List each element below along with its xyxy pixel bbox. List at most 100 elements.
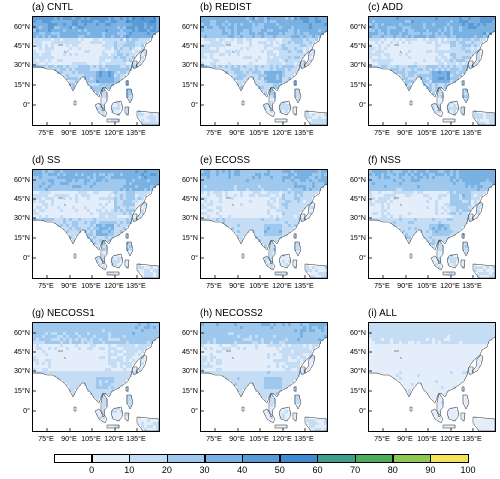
grid-cell	[297, 89, 300, 92]
grid-cell	[258, 32, 261, 35]
grid-cell	[234, 56, 237, 59]
grid-cell	[219, 59, 222, 62]
grid-cell	[237, 77, 240, 80]
grid-cell	[114, 62, 117, 65]
grid-cell	[255, 197, 258, 200]
grid-cell	[402, 74, 405, 77]
grid-cell	[411, 56, 414, 59]
grid-cell	[426, 68, 429, 71]
grid-cell	[219, 50, 222, 53]
grid-cell	[249, 56, 252, 59]
grid-cell	[66, 68, 69, 71]
grid-cell	[66, 215, 69, 218]
grid-cell	[66, 230, 69, 233]
grid-cell	[51, 26, 54, 29]
grid-cell	[75, 44, 78, 47]
grid-cell	[243, 68, 246, 71]
grid-cell	[105, 224, 108, 227]
longitude-tick-label: 75°E	[206, 128, 222, 137]
grid-cell	[105, 98, 108, 101]
grid-cell	[300, 182, 303, 185]
grid-cell	[393, 44, 396, 47]
grid-cell	[108, 179, 111, 182]
grid-cell	[252, 200, 255, 203]
grid-cell	[261, 212, 264, 215]
grid-cell	[78, 74, 81, 77]
grid-cell	[48, 50, 51, 53]
grid-cell	[87, 170, 90, 173]
grid-cell	[213, 212, 216, 215]
grid-cell	[222, 170, 225, 173]
grid-cell	[438, 17, 441, 20]
grid-cell	[255, 59, 258, 62]
grid-cell	[81, 26, 84, 29]
grid-cell	[81, 194, 84, 197]
grid-cell	[228, 197, 231, 200]
grid-cell	[129, 59, 132, 62]
grid-cell	[423, 179, 426, 182]
grid-cell	[456, 176, 459, 179]
grid-cell	[378, 53, 381, 56]
grid-cell	[273, 92, 276, 95]
grid-cell	[105, 209, 108, 212]
grid-cell	[261, 206, 264, 209]
grid-cell	[417, 65, 420, 68]
grid-cell	[471, 203, 474, 206]
grid-cell	[45, 185, 48, 188]
grid-cell	[120, 200, 123, 203]
grid-cell	[255, 41, 258, 44]
grid-cell	[429, 47, 432, 50]
grid-cell	[300, 56, 303, 59]
grid-cell	[204, 173, 207, 176]
grid-cell	[153, 173, 156, 176]
grid-cell	[201, 170, 204, 173]
grid-cell	[123, 194, 126, 197]
grid-cell	[51, 44, 54, 47]
grid-cell	[288, 44, 291, 47]
grid-cell	[105, 77, 108, 80]
grid-cell	[102, 113, 105, 116]
grid-cell	[441, 23, 444, 26]
grid-cell	[102, 266, 105, 269]
grid-cell	[54, 50, 57, 53]
grid-cell	[414, 200, 417, 203]
grid-cell	[57, 35, 60, 38]
grid-cell	[153, 176, 156, 179]
grid-cell	[93, 218, 96, 221]
grid-cell	[417, 182, 420, 185]
grid-cell	[453, 23, 456, 26]
grid-cell	[291, 53, 294, 56]
grid-cell	[129, 38, 132, 41]
grid-cell	[84, 209, 87, 212]
grid-cell	[408, 74, 411, 77]
grid-cell	[393, 23, 396, 26]
grid-cell	[114, 104, 117, 107]
grid-cell	[369, 50, 372, 53]
grid-cell	[408, 170, 411, 173]
grid-cell	[270, 215, 273, 218]
grid-cell	[45, 197, 48, 200]
grid-cell	[153, 266, 156, 269]
grid-cell	[135, 17, 138, 20]
grid-cell	[297, 35, 300, 38]
grid-cell	[69, 53, 72, 56]
grid-cell	[399, 59, 402, 62]
grid-cell	[72, 182, 75, 185]
grid-cell	[63, 173, 66, 176]
grid-cell	[399, 53, 402, 56]
grid-cell	[69, 182, 72, 185]
grid-cell	[39, 65, 42, 68]
grid-cell	[405, 206, 408, 209]
grid-cell	[447, 104, 450, 107]
grid-cell	[141, 41, 144, 44]
grid-cell	[246, 203, 249, 206]
grid-cell	[309, 179, 312, 182]
grid-cell	[465, 41, 468, 44]
grid-cell	[258, 23, 261, 26]
grid-cell	[438, 89, 441, 92]
grid-cell	[315, 179, 318, 182]
grid-cell	[297, 47, 300, 50]
grid-cell	[90, 59, 93, 62]
grid-cell	[153, 179, 156, 182]
grid-cell	[78, 56, 81, 59]
